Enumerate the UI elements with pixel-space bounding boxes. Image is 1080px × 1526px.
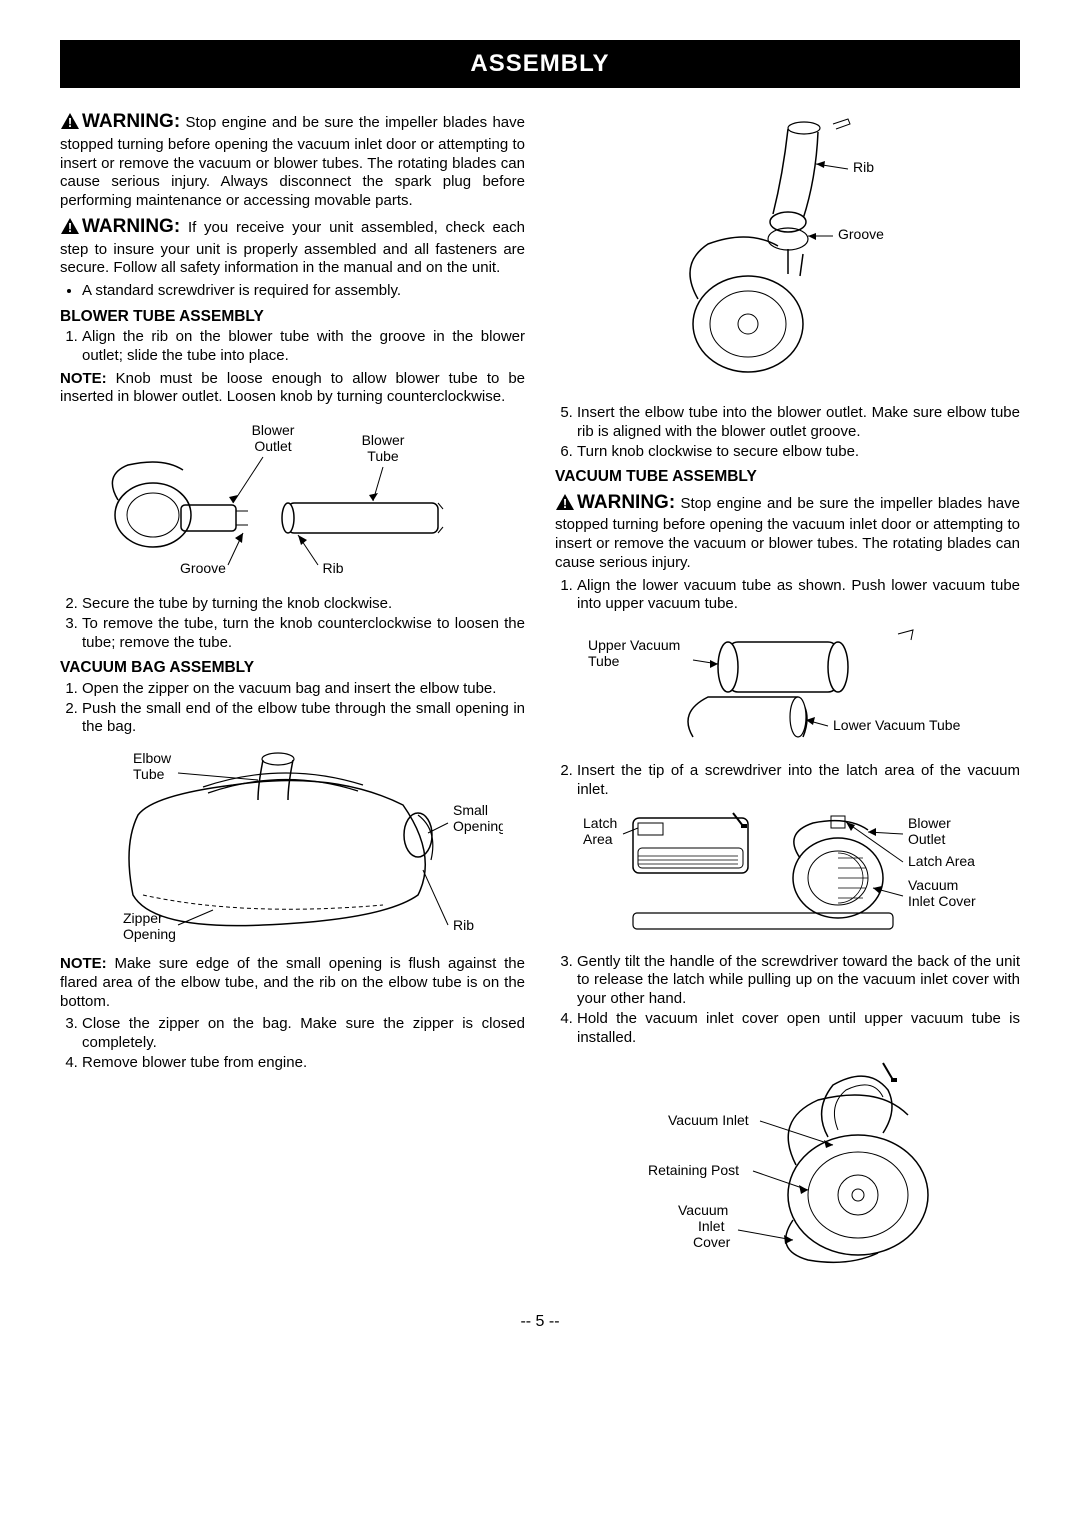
note-text: Make sure edge of the small opening is f… (60, 955, 525, 1010)
svg-text:!: ! (68, 115, 72, 130)
svg-text:Zipper: Zipper (123, 910, 163, 926)
warning-2: ! WARNING: If you receive your unit asse… (60, 215, 525, 278)
warning-3: ! WARNING: Stop engine and be sure the i… (555, 491, 1020, 573)
figure-vacuum-tubes: Upper Vacuum Tube Lower Vacuum Tube (555, 622, 1020, 752)
svg-text:Elbow: Elbow (133, 750, 172, 766)
warning-label: WARNING: (82, 216, 180, 237)
blower-tube-heading: BLOWER TUBE ASSEMBLY (60, 307, 525, 326)
page: ASSEMBLY ! WARNING: Stop engine and be s… (0, 0, 1080, 1371)
svg-text:Groove: Groove (180, 560, 226, 576)
left-column: ! WARNING: Stop engine and be sure the i… (60, 106, 525, 1285)
warning-1: ! WARNING: Stop engine and be sure the i… (60, 110, 525, 211)
svg-text:Blower: Blower (908, 815, 951, 831)
figure-vacuum-bag: Elbow Tube Small Opening Zipper Opening … (60, 745, 525, 945)
note-label: NOTE: (60, 955, 107, 972)
note-text: Knob must be loose enough to allow blowe… (60, 370, 525, 406)
svg-text:Tube: Tube (588, 653, 620, 669)
svg-text:Blower: Blower (251, 422, 294, 438)
list-item: Close the zipper on the bag. Make sure t… (82, 1015, 525, 1053)
bullet-list: A standard screwdriver is required for a… (60, 282, 525, 301)
svg-text:Area: Area (583, 831, 613, 847)
svg-text:Inlet Cover: Inlet Cover (908, 893, 976, 909)
svg-text:Opening: Opening (453, 818, 503, 834)
svg-text:Rib: Rib (453, 917, 474, 933)
note-label: NOTE: (60, 370, 107, 387)
list-item: Insert the elbow tube into the blower ou… (577, 404, 1020, 442)
vactube-steps-c: Gently tilt the handle of the screwdrive… (555, 953, 1020, 1048)
svg-text:Blower: Blower (361, 432, 404, 448)
svg-text:Latch Area: Latch Area (908, 853, 975, 869)
warning-icon: ! (60, 217, 80, 241)
elbow-steps: Insert the elbow tube into the blower ou… (555, 404, 1020, 461)
right-column: Rib Groove Insert the elbow tube into th… (555, 106, 1020, 1285)
warning-label: WARNING: (577, 492, 675, 513)
list-item: Align the rib on the blower tube with th… (82, 328, 525, 366)
svg-text:Upper Vacuum: Upper Vacuum (588, 637, 680, 653)
page-number: -- 5 -- (60, 1313, 1020, 1331)
note-2: NOTE: Make sure edge of the small openin… (60, 955, 525, 1011)
note-1: NOTE: Knob must be loose enough to allow… (60, 370, 525, 408)
svg-text:Opening: Opening (123, 926, 176, 942)
svg-text:Cover: Cover (693, 1234, 731, 1250)
vacuum-bag-heading: VACUUM BAG ASSEMBLY (60, 658, 525, 677)
list-item: Turn knob clockwise to secure elbow tube… (577, 443, 1020, 462)
list-item: Open the zipper on the vacuum bag and in… (82, 680, 525, 699)
vacbag-steps-b: Close the zipper on the bag. Make sure t… (60, 1015, 525, 1072)
svg-text:Rib: Rib (322, 560, 343, 576)
svg-text:Latch: Latch (583, 815, 617, 831)
vacbag-steps-a: Open the zipper on the vacuum bag and in… (60, 680, 525, 737)
svg-text:Tube: Tube (133, 766, 165, 782)
vactube-steps-b: Insert the tip of a screwdriver into the… (555, 762, 1020, 800)
list-item: To remove the tube, turn the knob counte… (82, 615, 525, 653)
svg-text:!: ! (563, 496, 567, 511)
list-item: Hold the vacuum inlet cover open until u… (577, 1010, 1020, 1048)
warning-icon: ! (60, 112, 80, 136)
warning-icon: ! (555, 493, 575, 517)
blower-steps-1: Align the rib on the blower tube with th… (60, 328, 525, 366)
svg-text:Retaining Post: Retaining Post (648, 1162, 739, 1178)
vacuum-tube-heading: VACUUM TUBE ASSEMBLY (555, 467, 1020, 486)
svg-text:Inlet: Inlet (698, 1218, 725, 1234)
list-item: Gently tilt the handle of the screwdrive… (577, 953, 1020, 1009)
list-item: Secure the tube by turning the knob cloc… (82, 595, 525, 614)
warning-label: WARNING: (82, 111, 180, 132)
list-item: Remove blower tube from engine. (82, 1054, 525, 1073)
list-item: Align the lower vacuum tube as shown. Pu… (577, 577, 1020, 615)
svg-text:Vacuum Inlet: Vacuum Inlet (668, 1112, 749, 1128)
title-bar: ASSEMBLY (60, 40, 1020, 88)
svg-text:Small: Small (453, 802, 488, 818)
vactube-steps-a: Align the lower vacuum tube as shown. Pu… (555, 577, 1020, 615)
svg-text:Lower Vacuum Tube: Lower Vacuum Tube (833, 717, 961, 733)
figure-vacuum-inlet: Vacuum Inlet Retaining Post Vacuum Inlet… (555, 1055, 1020, 1275)
svg-text:!: ! (68, 220, 72, 235)
blower-steps-2: Secure the tube by turning the knob cloc… (60, 595, 525, 652)
svg-text:Rib: Rib (853, 159, 874, 175)
two-column-layout: ! WARNING: Stop engine and be sure the i… (60, 106, 1020, 1285)
svg-text:Vacuum: Vacuum (908, 877, 958, 893)
figure-blower-tube: Blower Outlet Blower Tube Groove Rib (60, 415, 525, 585)
list-item: Insert the tip of a screwdriver into the… (577, 762, 1020, 800)
svg-text:Tube: Tube (367, 448, 399, 464)
list-item: Push the small end of the elbow tube thr… (82, 700, 525, 738)
svg-text:Outlet: Outlet (908, 831, 945, 847)
figure-latch-area: Latch Area Blower Outlet Latch Area Vacu… (555, 808, 1020, 943)
bullet-item: A standard screwdriver is required for a… (82, 282, 525, 301)
svg-text:Groove: Groove (838, 226, 884, 242)
svg-text:Vacuum: Vacuum (678, 1202, 728, 1218)
svg-text:Outlet: Outlet (254, 438, 291, 454)
figure-elbow-blower: Rib Groove (555, 114, 1020, 394)
